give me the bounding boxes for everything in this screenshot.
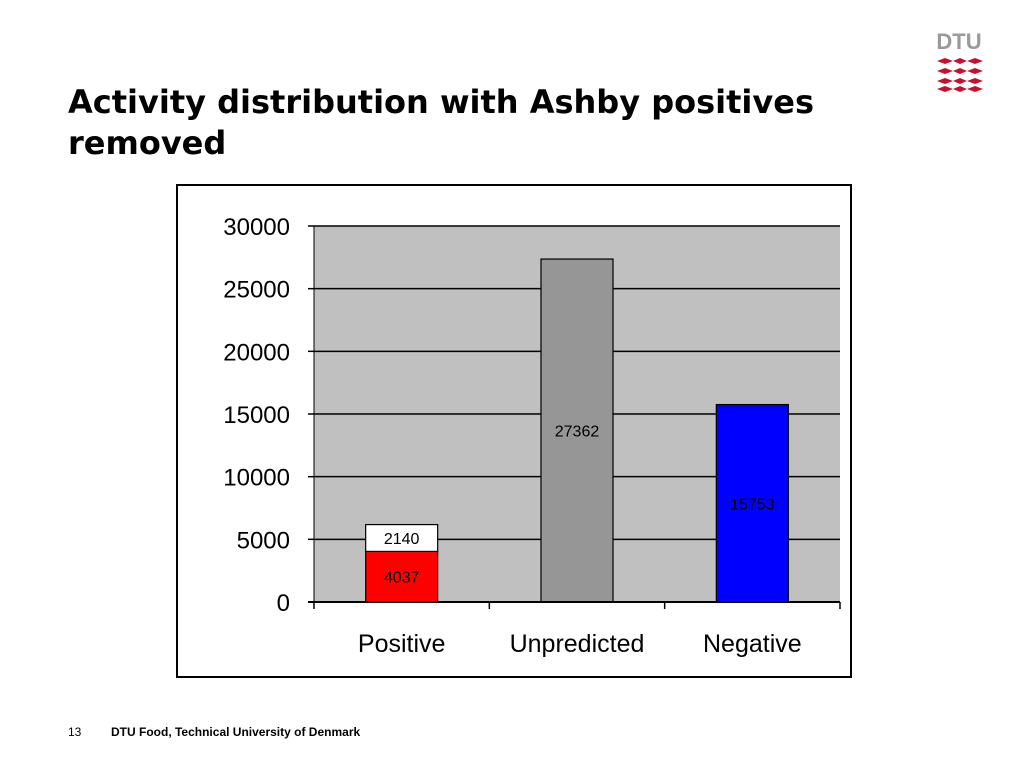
data-label: 27362: [555, 424, 600, 441]
footer-text: DTU Food, Technical University of Denmar…: [111, 725, 361, 739]
y-tick-label: 30000: [223, 214, 290, 241]
slide-title: Activity distribution with Ashby positiv…: [68, 83, 814, 162]
x-category-label: Positive: [358, 630, 446, 658]
x-category-label: Negative: [703, 630, 802, 658]
y-tick-label: 15000: [223, 402, 290, 429]
y-tick-label: 25000: [223, 277, 290, 304]
y-tick-label: 0: [277, 590, 290, 617]
y-tick-label: 5000: [237, 527, 290, 554]
dtu-logo: DTU: [936, 30, 984, 94]
dtu-logo-waves-icon: [937, 58, 983, 92]
data-label: 4037: [384, 570, 420, 587]
dtu-logo-text: DTU: [936, 29, 982, 54]
page-number: 13: [68, 725, 82, 739]
data-label: 15753: [730, 496, 775, 513]
x-category-label: Unpredicted: [510, 630, 645, 658]
data-label: 2140: [384, 531, 420, 548]
y-tick-label: 10000: [223, 465, 290, 492]
chart-frame: 0 5000 10000 15000 20000 25000 30000 Positive Un…: [176, 184, 852, 678]
y-tick-label: 20000: [223, 339, 290, 366]
activity-bar-chart: 0 5000 10000 15000 20000 25000 30000 Positive Un…: [223, 214, 841, 658]
bar-segment-positive: [365, 550, 439, 603]
bar-segment-positive: [365, 523, 439, 553]
